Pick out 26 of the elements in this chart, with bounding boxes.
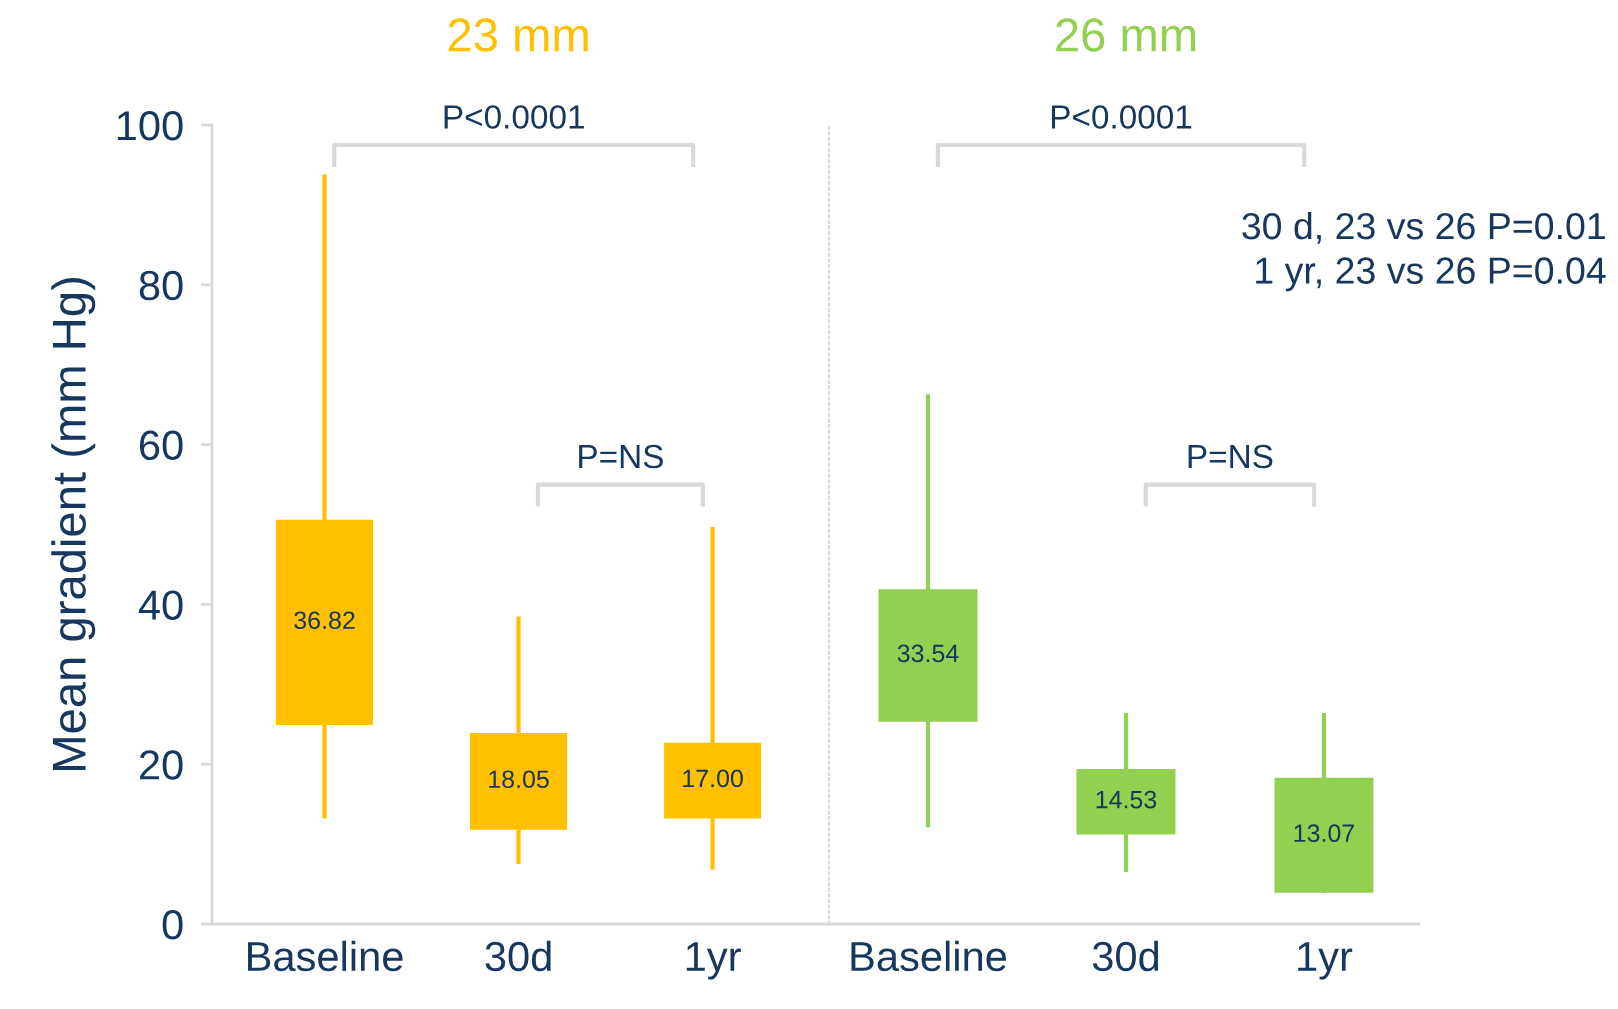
text: 18.05 — [489, 770, 549, 789]
y-axis-title: Mean gradient (mm Hg) — [51, 278, 96, 770]
x-tick-label: 30d — [485, 940, 551, 972]
annotation: P=NS — [579, 444, 663, 469]
x-tick-label: 1yr — [686, 942, 741, 980]
annotation: P<0.0001 — [444, 105, 584, 129]
text: 36.82 — [294, 611, 355, 630]
y-tick-label: 100 — [117, 111, 183, 141]
text: 13.07 — [1294, 824, 1354, 843]
text: 17.00 — [683, 769, 743, 788]
chart-title: 26 mm — [1056, 18, 1196, 52]
annotation: P=NS — [1188, 444, 1273, 469]
annotation: 30 d, 23 vs 26 P=0.01 1 yr, 23 vs 26 P=0.04 — [1242, 211, 1606, 292]
x-tick-label: Baseline — [851, 940, 1007, 972]
text: 14.53 — [1096, 790, 1157, 809]
x-tick-label: 30d — [1092, 940, 1159, 972]
y-tick-label: 60 — [140, 430, 183, 461]
annotation: P<0.0001 — [1051, 105, 1192, 129]
y-tick-label: 40 — [138, 590, 183, 620]
y-tick-label: 20 — [139, 750, 183, 780]
x-tick-label: 1yr — [1298, 942, 1353, 980]
x-tick-label: Baseline — [248, 940, 403, 972]
y-tick-label: 80 — [139, 270, 183, 301]
y-tick-label: 0 — [162, 910, 183, 940]
text: 33.54 — [897, 644, 959, 663]
chart-title: 23 mm — [448, 18, 588, 52]
